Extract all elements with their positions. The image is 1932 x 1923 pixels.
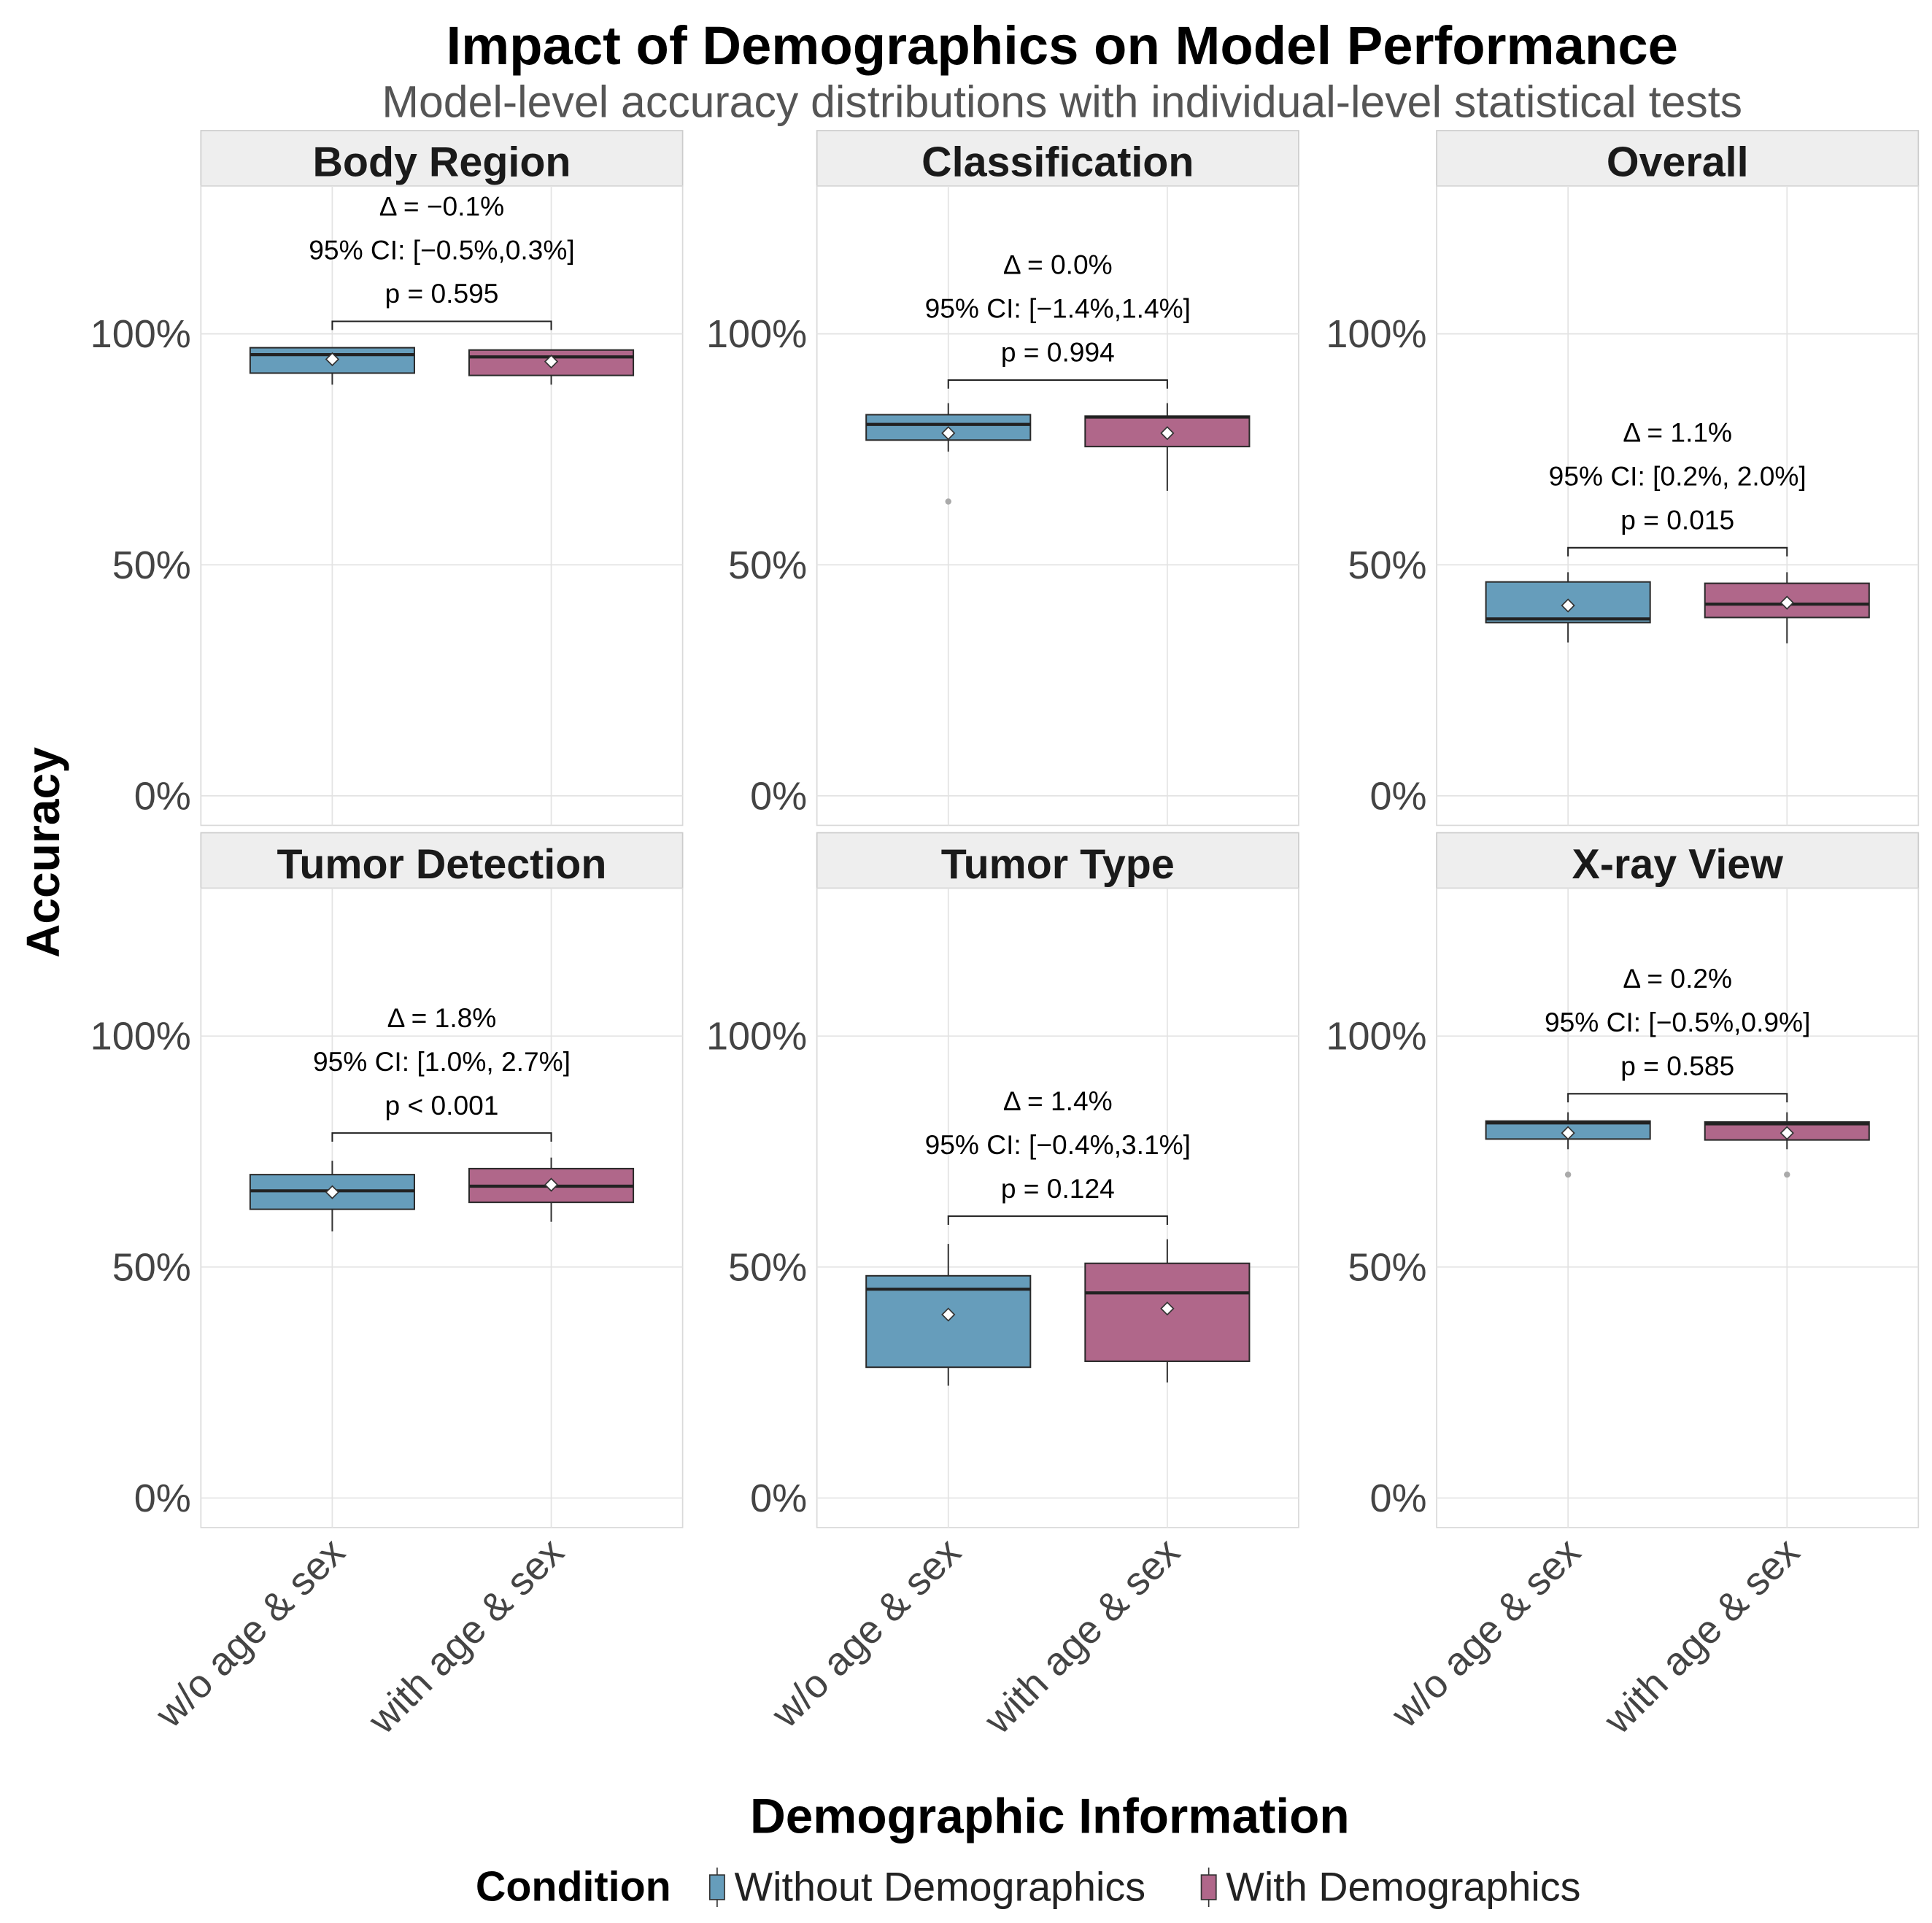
- facet-title: X-ray View: [1572, 841, 1784, 888]
- stat-annotation: p = 0.595: [385, 278, 499, 309]
- plot-area: [200, 185, 684, 827]
- facet-strip: [200, 832, 684, 889]
- facet-title: Overall: [1607, 139, 1749, 185]
- significance-bracket: [947, 1215, 1168, 1225]
- y-tick-label: 100%: [90, 1015, 191, 1059]
- facet-panel: Body Region 0% 50% 100% Δ = −0.1% 95% CI: [−0…: [90, 130, 684, 827]
- legend-label: With Demographics: [1226, 1865, 1580, 1910]
- significance-bracket: [331, 1132, 552, 1142]
- y-tick-label: 50%: [728, 1245, 807, 1289]
- stat-annotation: Δ = 1.4%: [1003, 1086, 1113, 1116]
- y-tick-label: 100%: [706, 1015, 807, 1059]
- legend-label: Without Demographics: [735, 1865, 1146, 1910]
- stat-annotation: p = 0.585: [1620, 1051, 1734, 1081]
- facet-panels: Body Region 0% 50% 100% Δ = −0.1% 95% CI: [−0…: [90, 130, 1920, 1743]
- facet-panel: Classification 0% 50% 100% Δ = 0.0% 95% CI: […: [706, 130, 1299, 827]
- chart-subtitle: Model-level accuracy distributions with …: [382, 77, 1742, 126]
- y-tick-label: 0%: [134, 1477, 191, 1520]
- mean-marker: [1160, 1301, 1175, 1316]
- stat-annotation: Δ = 0.2%: [1623, 963, 1732, 994]
- plot-area: [1436, 887, 1920, 1528]
- chart-title: Impact of Demographics on Model Performa…: [446, 15, 1678, 76]
- stat-annotation: p = 0.994: [1001, 337, 1115, 368]
- mean-marker: [1780, 595, 1794, 610]
- plot-area: [816, 185, 1299, 827]
- mean-marker: [544, 354, 559, 369]
- y-tick-label: 50%: [728, 543, 807, 587]
- stat-annotation: 95% CI: [−0.4%,3.1%]: [925, 1129, 1191, 1160]
- stat-annotation: 95% CI: [−0.5%,0.9%]: [1545, 1007, 1810, 1037]
- mean-marker: [1561, 1126, 1575, 1140]
- plot-area: [816, 887, 1299, 1528]
- significance-bracket: [1567, 546, 1788, 557]
- stat-annotation: 95% CI: [−0.5%,0.3%]: [309, 234, 574, 265]
- x-axis-label: Demographic Information: [750, 1789, 1350, 1844]
- y-tick-label: 0%: [750, 774, 807, 818]
- y-tick-label: 50%: [1348, 1245, 1426, 1289]
- legend-key: [1200, 1874, 1217, 1900]
- x-tick-label: with age & sex: [360, 1530, 573, 1743]
- facet-title: Tumor Type: [941, 841, 1175, 888]
- y-tick-label: 100%: [1326, 312, 1426, 356]
- y-tick-label: 50%: [112, 1245, 191, 1289]
- facet-panel: Tumor Detection 0% 50% 100% Δ = 1.8% 95% CI: …: [90, 832, 684, 1743]
- y-tick-label: 100%: [1326, 1015, 1426, 1059]
- mean-marker: [1160, 426, 1175, 441]
- facet-title: Tumor Detection: [277, 841, 607, 888]
- facet-panel: Tumor Type 0% 50% 100% Δ = 1.4% 95% CI: [−0.4…: [706, 832, 1299, 1743]
- legend-title: Condition: [476, 1864, 671, 1911]
- y-tick-label: 100%: [90, 312, 191, 356]
- legend: Condition Without Demographics With Demog…: [476, 1864, 1581, 1911]
- x-tick-label: w/o age & sex: [762, 1530, 969, 1736]
- mean-marker: [325, 1185, 340, 1199]
- significance-bracket: [947, 379, 1168, 389]
- stat-annotation: p = 0.124: [1001, 1173, 1115, 1204]
- stat-annotation: 95% CI: [0.2%, 2.0%]: [1549, 461, 1807, 492]
- y-axis-label: Accuracy: [17, 747, 69, 958]
- stat-annotation: 95% CI: [−1.4%,1.4%]: [925, 293, 1191, 324]
- mean-marker: [325, 352, 340, 367]
- facet-title: Body Region: [312, 139, 571, 185]
- mean-marker: [1780, 1126, 1794, 1140]
- stat-annotation: Δ = 0.0%: [1003, 249, 1113, 280]
- significance-bracket: [1567, 1093, 1788, 1103]
- x-tick-label: w/o age & sex: [147, 1530, 353, 1736]
- mean-marker: [1561, 598, 1575, 613]
- y-tick-label: 0%: [1369, 1477, 1426, 1520]
- outlier-point: [945, 498, 951, 505]
- facet-title: Classification: [921, 139, 1194, 185]
- outlier-point: [1564, 1171, 1572, 1178]
- facet-panel: Overall 0% 50% 100% Δ = 1.1% 95% CI: [0.2%, 2…: [1326, 130, 1920, 827]
- y-tick-label: 0%: [134, 774, 191, 818]
- stat-annotation: p = 0.015: [1620, 504, 1734, 535]
- significance-bracket: [331, 320, 552, 330]
- outlier-point: [1784, 1171, 1790, 1178]
- mean-marker: [941, 1307, 956, 1322]
- plot-area: [1436, 185, 1920, 827]
- facet-panel: X-ray View 0% 50% 100% Δ = 0.2% 95% CI: [−0.5…: [1326, 832, 1920, 1743]
- mean-marker: [544, 1177, 559, 1192]
- legend-key: [708, 1874, 725, 1900]
- y-tick-label: 100%: [706, 312, 807, 356]
- y-tick-label: 50%: [1348, 543, 1426, 587]
- stat-annotation: Δ = −0.1%: [379, 190, 504, 221]
- stat-annotation: Δ = 1.1%: [1623, 417, 1732, 448]
- x-tick-label: with age & sex: [975, 1530, 1189, 1743]
- stat-annotation: 95% CI: [1.0%, 2.7%]: [313, 1046, 571, 1077]
- x-tick-label: with age & sex: [1595, 1530, 1808, 1743]
- y-tick-label: 0%: [750, 1477, 807, 1520]
- facet-strip: [816, 832, 1299, 889]
- y-tick-label: 0%: [1369, 774, 1426, 818]
- stat-annotation: p < 0.001: [385, 1090, 499, 1121]
- x-tick-label: w/o age & sex: [1383, 1530, 1589, 1736]
- mean-marker: [941, 426, 956, 441]
- facet-strip: [816, 130, 1299, 187]
- facet-strip: [200, 130, 684, 187]
- facet-strip: [1436, 130, 1920, 187]
- facet-strip: [1436, 832, 1920, 889]
- stat-annotation: Δ = 1.8%: [387, 1002, 497, 1033]
- y-tick-label: 50%: [112, 543, 191, 587]
